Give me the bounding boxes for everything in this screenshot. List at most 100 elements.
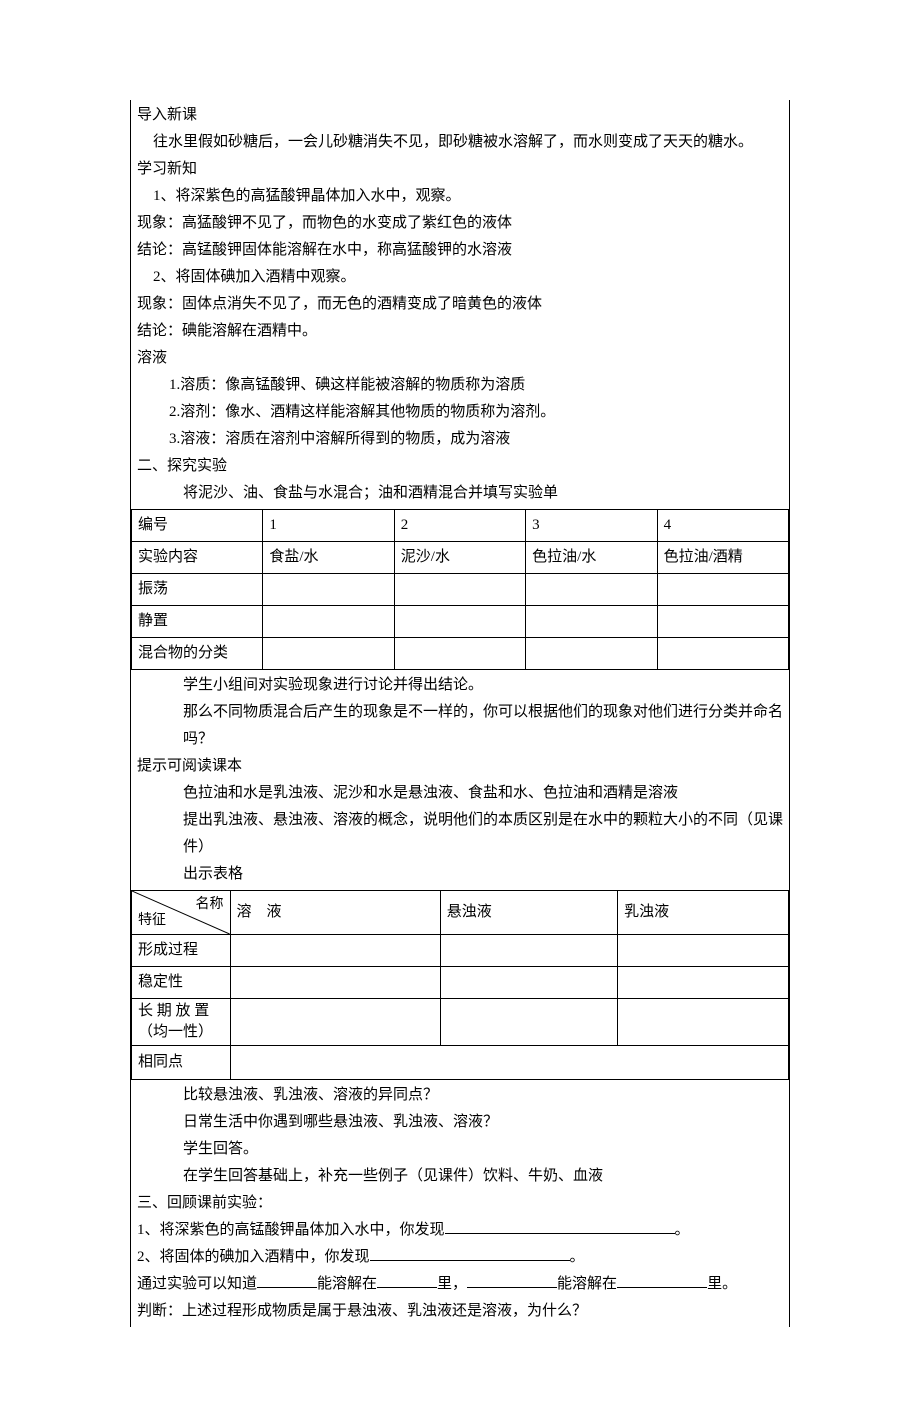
fill-blank[interactable] <box>370 1246 570 1261</box>
table-row: 混合物的分类 <box>132 638 789 670</box>
section2-title: 二、探究实验 <box>131 453 789 480</box>
cell: 3 <box>526 510 657 542</box>
cell <box>230 935 440 967</box>
step2: 2、将固体碘加入酒精中观察。 <box>131 264 789 291</box>
cell <box>263 574 394 606</box>
text: 里， <box>437 1276 467 1292</box>
cell: 色拉油/酒精 <box>657 542 788 574</box>
table-row: 稳定性 <box>132 967 789 999</box>
s2-q4: 在学生回答基础上，补充一些例子（见课件）饮料、牛奶、血液 <box>131 1163 789 1190</box>
cell: 长 期 放 置 （均一性） <box>132 999 231 1046</box>
table-row: 编号 1 2 3 4 <box>132 510 789 542</box>
table-row: 相同点 <box>132 1046 789 1080</box>
cell <box>657 606 788 638</box>
cell-line2: （均一性） <box>138 1024 213 1040</box>
cell: 4 <box>657 510 788 542</box>
fill-blank[interactable] <box>467 1273 557 1288</box>
cell <box>526 638 657 670</box>
cell: 编号 <box>132 510 263 542</box>
s2-p5: 出示表格 <box>131 861 789 888</box>
s2-p3: 色拉油和水是乳浊液、泥沙和水是悬浊液、食盐和水、色拉油和酒精是溶液 <box>131 780 789 807</box>
s2-p1: 学生小组间对实验现象进行讨论并得出结论。 <box>131 672 789 699</box>
fill-blank[interactable] <box>617 1273 707 1288</box>
table-row: 形成过程 <box>132 935 789 967</box>
heading-intro: 导入新课 <box>131 102 789 129</box>
text: 能溶解在 <box>317 1276 377 1292</box>
cell <box>440 935 617 967</box>
cell: 1 <box>263 510 394 542</box>
diag-top-label: 名称 <box>196 892 224 917</box>
text: 通过实验可以知道 <box>137 1276 257 1292</box>
comparison-table: 名称 特征 溶 液 悬浊液 乳浊液 形成过程 稳定性 长 期 放 置 （均一性） <box>131 890 789 1080</box>
cell <box>618 935 789 967</box>
experiment-table: 编号 1 2 3 4 实验内容 食盐/水 泥沙/水 色拉油/水 色拉油/酒精 振… <box>131 509 789 670</box>
conclusion2: 结论：碘能溶解在酒精中。 <box>131 318 789 345</box>
conclusion1: 结论：高锰酸钾固体能溶解在水中，称高猛酸钾的水溶液 <box>131 237 789 264</box>
table-row: 静置 <box>132 606 789 638</box>
step1: 1、将深紫色的高猛酸钾晶体加入水中，观察。 <box>131 183 789 210</box>
table-row: 长 期 放 置 （均一性） <box>132 999 789 1046</box>
cell <box>230 1046 788 1080</box>
s3-line3: 通过实验可以知道能溶解在里，能溶解在里。 <box>131 1271 789 1298</box>
cell: 色拉油/水 <box>526 542 657 574</box>
heading-solution: 溶液 <box>131 345 789 372</box>
cell <box>618 967 789 999</box>
fill-blank[interactable] <box>377 1273 437 1288</box>
fill-blank[interactable] <box>257 1273 317 1288</box>
cell <box>618 999 789 1046</box>
cell <box>440 999 617 1046</box>
cell <box>394 638 525 670</box>
text: 。 <box>570 1249 585 1265</box>
cell: 稳定性 <box>132 967 231 999</box>
cell: 形成过程 <box>132 935 231 967</box>
cell <box>526 606 657 638</box>
diag-bot-label: 特征 <box>138 908 166 933</box>
cell: 乳浊液 <box>618 891 789 935</box>
s2-p2: 那么不同物质混合后产生的现象是不一样的，你可以根据他们的现象对他们进行分类并命名… <box>131 699 789 753</box>
cell: 相同点 <box>132 1046 231 1080</box>
cell: 混合物的分类 <box>132 638 263 670</box>
cell: 静置 <box>132 606 263 638</box>
def-solution: 3.溶液：溶质在溶剂中溶解所得到的物质，成为溶液 <box>131 426 789 453</box>
cell: 溶 液 <box>230 891 440 935</box>
cell <box>657 574 788 606</box>
text: 1、将深紫色的高锰酸钾晶体加入水中，你发现 <box>137 1222 445 1238</box>
cell: 振荡 <box>132 574 263 606</box>
def-solvent: 2.溶剂：像水、酒精这样能溶解其他物质的物质称为溶剂。 <box>131 399 789 426</box>
cell <box>394 574 525 606</box>
s3-line1: 1、将深紫色的高锰酸钾晶体加入水中，你发现 。 <box>131 1217 789 1244</box>
cell <box>440 967 617 999</box>
s3-line2: 2、将固体的碘加入酒精中，你发现。 <box>131 1244 789 1271</box>
diagonal-header-cell: 名称 特征 <box>132 891 231 935</box>
s3-line4: 判断：上述过程形成物质是属于悬浊液、乳浊液还是溶液，为什么？ <box>131 1298 789 1325</box>
cell: 实验内容 <box>132 542 263 574</box>
table-row: 名称 特征 溶 液 悬浊液 乳浊液 <box>132 891 789 935</box>
s2-q2: 日常生活中你遇到哪些悬浊液、乳浊液、溶液？ <box>131 1109 789 1136</box>
cell <box>657 638 788 670</box>
cell: 食盐/水 <box>263 542 394 574</box>
cell <box>526 574 657 606</box>
s2-p2b: 提示可阅读课本 <box>131 753 789 780</box>
cell <box>230 999 440 1046</box>
text: 。 <box>675 1222 690 1238</box>
cell-line1: 长 期 放 置 <box>138 1003 209 1019</box>
section2-lead: 将泥沙、油、食盐与水混合；油和酒精混合并填写实验单 <box>131 480 789 507</box>
phenomenon1: 现象：高猛酸钾不见了，而物色的水变成了紫红色的液体 <box>131 210 789 237</box>
cell <box>263 606 394 638</box>
table-row: 振荡 <box>132 574 789 606</box>
cell: 泥沙/水 <box>394 542 525 574</box>
def-solute: 1.溶质：像高锰酸钾、碘这样能被溶解的物质称为溶质 <box>131 372 789 399</box>
intro-p1: 往水里假如砂糖后，一会儿砂糖消失不见，即砂糖被水溶解了，而水则变成了天天的糖水。 <box>131 129 789 156</box>
s2-q3: 学生回答。 <box>131 1136 789 1163</box>
cell: 2 <box>394 510 525 542</box>
cell <box>263 638 394 670</box>
table-row: 实验内容 食盐/水 泥沙/水 色拉油/水 色拉油/酒精 <box>132 542 789 574</box>
document-frame: 导入新课 往水里假如砂糖后，一会儿砂糖消失不见，即砂糖被水溶解了，而水则变成了天… <box>130 100 790 1327</box>
s2-q1: 比较悬浊液、乳浊液、溶液的异同点？ <box>131 1082 789 1109</box>
heading-learn: 学习新知 <box>131 156 789 183</box>
cell <box>230 967 440 999</box>
cell <box>394 606 525 638</box>
fill-blank[interactable] <box>445 1219 675 1234</box>
section3-title: 三、回顾课前实验： <box>131 1190 789 1217</box>
cell: 悬浊液 <box>440 891 617 935</box>
